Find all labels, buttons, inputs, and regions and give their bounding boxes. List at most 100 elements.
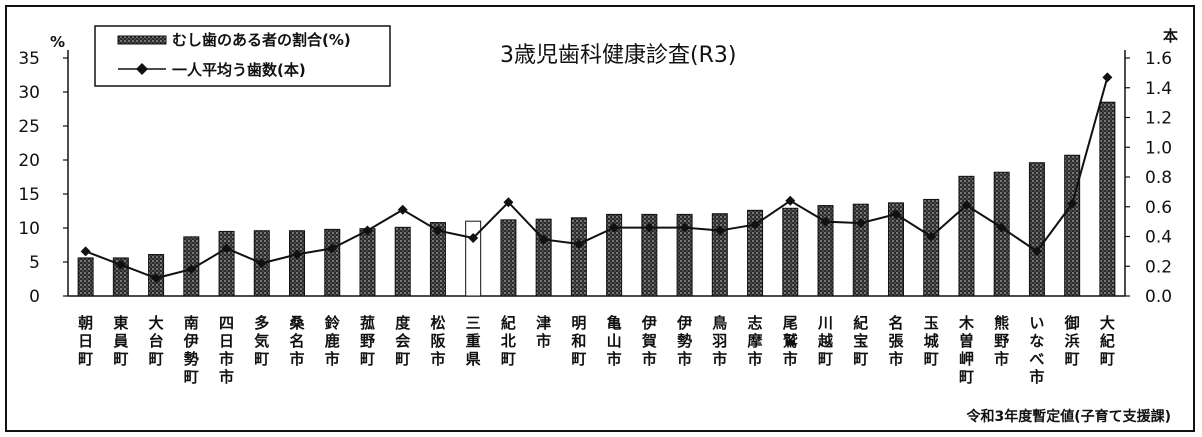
right-tick-label: 0.6 [1145,198,1172,218]
bar-明和町 [570,217,587,297]
bar-津市 [535,218,552,297]
line-point-熊野市 [996,222,1007,233]
legend-label-bar: むし歯のある者の割合(%) [172,31,351,49]
category-label: 大台町 [149,314,164,368]
line-point-南伊勢町 [186,264,197,275]
legend-label-line: 一人平均う歯数(本) [172,61,306,79]
line-point-川越町 [820,216,831,227]
line-point-大台町 [151,273,162,284]
line-point-鳥羽市 [714,225,725,236]
right-tick-label: 1.4 [1145,79,1172,99]
line-point-いなべ市 [1031,246,1042,257]
line-point-玉城町 [926,231,937,242]
left-tick-label: 30 [18,83,40,103]
right-axis-unit: 本 [1163,27,1178,45]
line-point-菰野町 [362,225,373,236]
category-label: いなべ市 [1029,314,1044,386]
bar-御浜町 [1064,154,1081,297]
category-label: 松阪市 [430,314,446,368]
line-point-紀宝町 [855,218,866,229]
line-point-名張市 [890,209,901,220]
chart-frame [5,5,1195,432]
bar-名張市 [887,202,904,297]
legend: むし歯のある者の割合(%) 一人平均う歯数(本) [94,25,391,87]
bar-朝日町 [77,257,94,297]
category-label: 三重県 [466,314,481,368]
line-layer [80,72,1113,284]
line-point-志摩市 [750,219,761,230]
category-label: 南伊勢町 [183,314,199,386]
line-point-四日市市 [221,243,232,254]
line-point-木曽岬町 [961,200,972,211]
bar-伊勢市 [676,213,693,297]
left-tick-label: 25 [18,117,40,137]
left-tick-label: 35 [18,49,40,69]
right-tick-label: 1.0 [1145,138,1172,158]
bar-三重県 [465,220,482,297]
bar-紀宝町 [852,203,869,297]
right-tick-label: 1.6 [1145,49,1172,69]
bar-鈴鹿市 [324,228,341,297]
right-tick-label: 0.0 [1145,287,1172,307]
category-label: 大紀町 [1100,314,1115,368]
bar-尾鷲市 [782,207,799,297]
bar-亀山市 [606,213,623,297]
line-point-度会町 [397,204,408,215]
bar-桑名市 [289,230,306,297]
legend-bar-swatch [117,35,167,45]
category-label: 伊勢市 [676,314,692,368]
bar-熊野市 [993,171,1010,297]
bar-紀北町 [500,219,517,297]
right-tick-label: 1.2 [1145,109,1172,129]
legend-diamond-marker [136,63,148,75]
category-label: 伊賀市 [641,314,657,368]
bar-木曽岬町 [958,175,975,297]
line-point-紀北町 [503,197,514,208]
bar-度会町 [394,226,411,297]
bar-東員町 [112,257,129,297]
bars-layer [77,101,1116,297]
right-tick-label: 0.4 [1145,228,1172,248]
left-tick-label: 20 [18,151,40,171]
avg-caries-line [85,77,1109,280]
category-label: 紀宝町 [853,314,868,368]
bar-志摩市 [747,209,764,297]
category-label: 朝日町 [78,314,93,368]
right-tick-label: 0.2 [1145,257,1172,277]
category-label: 熊野市 [994,314,1009,368]
line-point-尾鷲市 [785,195,796,206]
labels-layer: 朝日町 東員町 大台町 南伊勢町 四日市市 多気町 桑名市 鈴鹿市 菰野町 度会町 松阪市 三重県 紀北… [78,314,1115,386]
category-label: 明和町 [571,314,586,368]
line-point-御浜町 [1067,198,1078,209]
left-tick-label: 0 [29,287,40,307]
category-label: 木曽岬町 [958,314,975,386]
bar-いなべ市 [1028,162,1045,297]
category-label: 鈴鹿市 [325,314,341,368]
bar-鳥羽市 [711,213,728,297]
bar-菰野町 [359,228,376,297]
category-label: 亀山市 [607,314,622,368]
category-label: 志摩市 [748,314,764,368]
line-point-亀山市 [609,222,620,233]
category-label: 度会町 [395,314,411,368]
line-point-桑名市 [292,249,303,260]
bar-大紀町 [1099,101,1116,297]
category-label: 四日市市 [219,314,234,386]
bar-松阪市 [429,222,446,297]
category-label: 御浜町 [1064,314,1080,368]
category-label: 川越町 [817,314,834,368]
line-point-東員町 [115,259,126,270]
line-point-多気町 [256,258,267,269]
bar-伊賀市 [641,213,658,297]
left-axis-unit: % [50,33,65,51]
axes-layer: 0 5 10 15 20 25 30 35 0.0 0.2 0.4 0.6 0.8 1.0 1.2 1.4 1.… [18,49,1172,307]
bar-玉城町 [923,198,940,297]
line-point-三重県 [468,232,479,243]
left-tick-label: 5 [29,253,40,273]
category-label: 津市 [536,314,551,350]
source-note: 令和3年度暫定値(子育て支援課) [965,408,1171,425]
category-label: 玉城町 [924,314,939,368]
left-tick-label: 15 [18,185,40,205]
